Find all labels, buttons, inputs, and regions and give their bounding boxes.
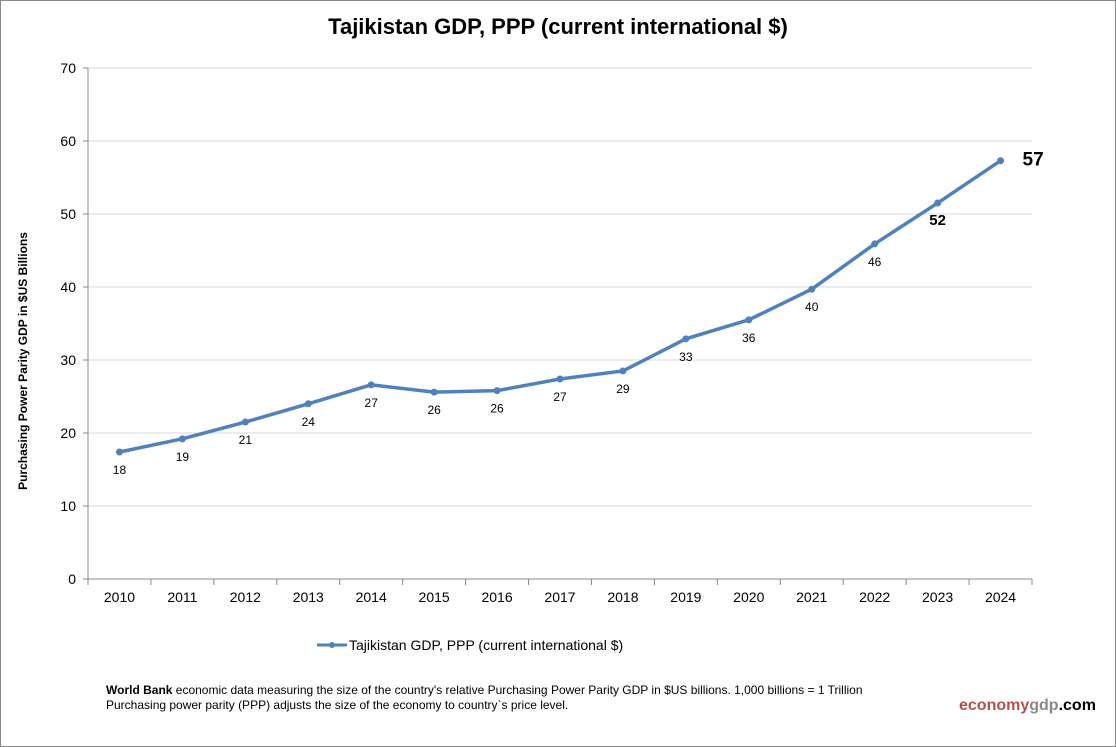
x-tick-label: 2018 — [607, 589, 638, 605]
x-tick-label: 2013 — [293, 589, 324, 605]
x-tick-label: 2017 — [544, 589, 575, 605]
logo-part1: economy — [959, 697, 1030, 714]
data-point — [997, 157, 1005, 165]
data-point — [430, 388, 438, 396]
x-tick-label: 2019 — [670, 589, 701, 605]
data-point — [304, 400, 312, 408]
data-label: 33 — [679, 350, 693, 364]
data-label: 40 — [805, 300, 819, 314]
data-label: 57 — [1023, 150, 1044, 171]
footer-line1: economic data measuring the size of the … — [172, 683, 863, 697]
y-tick-label: 40 — [60, 279, 76, 295]
data-label: 19 — [176, 450, 190, 464]
data-label: 21 — [239, 433, 253, 447]
x-tick-label: 2021 — [796, 589, 827, 605]
data-point — [241, 418, 249, 426]
legend: Tajikistan GDP, PPP (current internation… — [317, 637, 623, 653]
y-tick-label: 0 — [68, 571, 76, 587]
legend-label: Tajikistan GDP, PPP (current internation… — [349, 637, 624, 653]
data-label: 46 — [868, 255, 882, 269]
data-point — [745, 316, 753, 324]
data-point — [178, 435, 186, 443]
footer-line2: Purchasing power parity (PPP) adjusts th… — [106, 698, 569, 712]
data-point — [115, 448, 123, 456]
data-point — [808, 285, 816, 293]
data-label: 26 — [427, 403, 441, 417]
y-tick-label: 70 — [60, 60, 76, 76]
x-tick-label: 2015 — [419, 589, 450, 605]
x-tick-label: 2010 — [104, 589, 135, 605]
data-label: 27 — [553, 390, 567, 404]
x-tick-label: 2024 — [985, 589, 1016, 605]
data-point — [871, 240, 879, 248]
x-tick-label: 2011 — [167, 589, 197, 605]
data-label: 52 — [929, 212, 946, 229]
x-tick-label: 2020 — [733, 589, 764, 605]
data-point — [556, 375, 564, 383]
data-point — [934, 199, 942, 207]
data-label: 18 — [113, 463, 127, 477]
data-label: 29 — [616, 382, 630, 396]
logo-part3: .com — [1058, 697, 1096, 714]
y-tick-label: 60 — [60, 133, 76, 149]
y-tick-label: 50 — [60, 206, 76, 222]
data-point — [682, 335, 690, 343]
data-point — [367, 381, 375, 389]
data-point — [493, 387, 501, 395]
x-tick-label: 2014 — [356, 589, 387, 605]
data-label: 27 — [365, 396, 379, 410]
logo: economygdp.com — [959, 697, 1096, 715]
series-line — [119, 159, 1002, 454]
y-tick-label: 30 — [60, 352, 76, 368]
footer-source: World Bank — [106, 683, 173, 697]
chart-title: Tajikistan GDP, PPP (current internation… — [328, 14, 788, 39]
x-tick-label: 2022 — [859, 589, 890, 605]
logo-part2: gdp — [1029, 697, 1059, 714]
legend-line-icon — [317, 642, 347, 648]
x-tick-label: 2023 — [922, 589, 953, 605]
data-label: 26 — [490, 402, 504, 416]
x-tick-label: 2012 — [230, 589, 261, 605]
data-label: 24 — [302, 415, 316, 429]
data-label: 36 — [742, 331, 756, 345]
y-tick-label: 10 — [60, 498, 76, 514]
x-tick-label: 2016 — [481, 589, 512, 605]
data-point — [619, 367, 627, 375]
y-tick-label: 20 — [60, 425, 76, 441]
footer-note: World Bank economic data measuring the s… — [106, 683, 863, 713]
